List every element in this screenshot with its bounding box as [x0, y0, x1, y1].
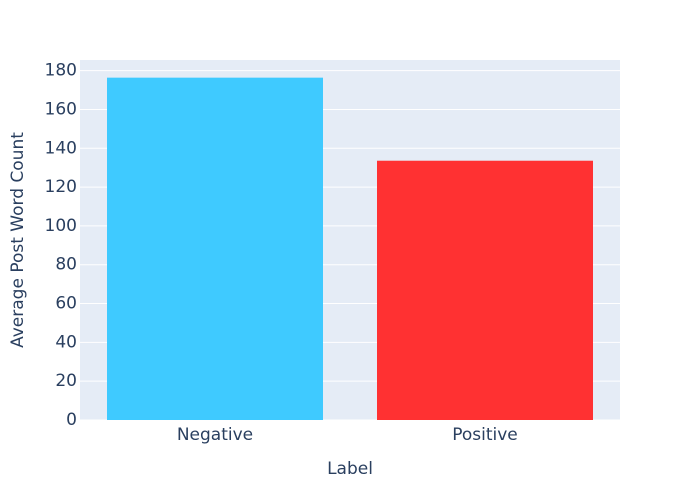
bar — [377, 160, 593, 421]
y-tick-label: 100 — [45, 216, 77, 236]
y-axis-title: Average Post Word Count — [8, 132, 28, 348]
y-tick-label: 40 — [55, 332, 77, 352]
y-tick-label: 140 — [45, 138, 77, 158]
y-tick-label: 80 — [55, 255, 77, 275]
y-tick-label: 120 — [45, 177, 77, 197]
x-axis-title: Label — [327, 459, 373, 479]
x-tick-label: Negative — [177, 425, 253, 445]
y-tick-label: 0 — [66, 410, 77, 430]
y-tick-label: 180 — [45, 61, 77, 81]
y-tick-label: 160 — [45, 99, 77, 119]
y-tick-label: 60 — [55, 294, 77, 314]
bar — [107, 77, 323, 421]
y-tick-label: 20 — [55, 371, 77, 391]
x-tick-label: Positive — [452, 425, 518, 445]
